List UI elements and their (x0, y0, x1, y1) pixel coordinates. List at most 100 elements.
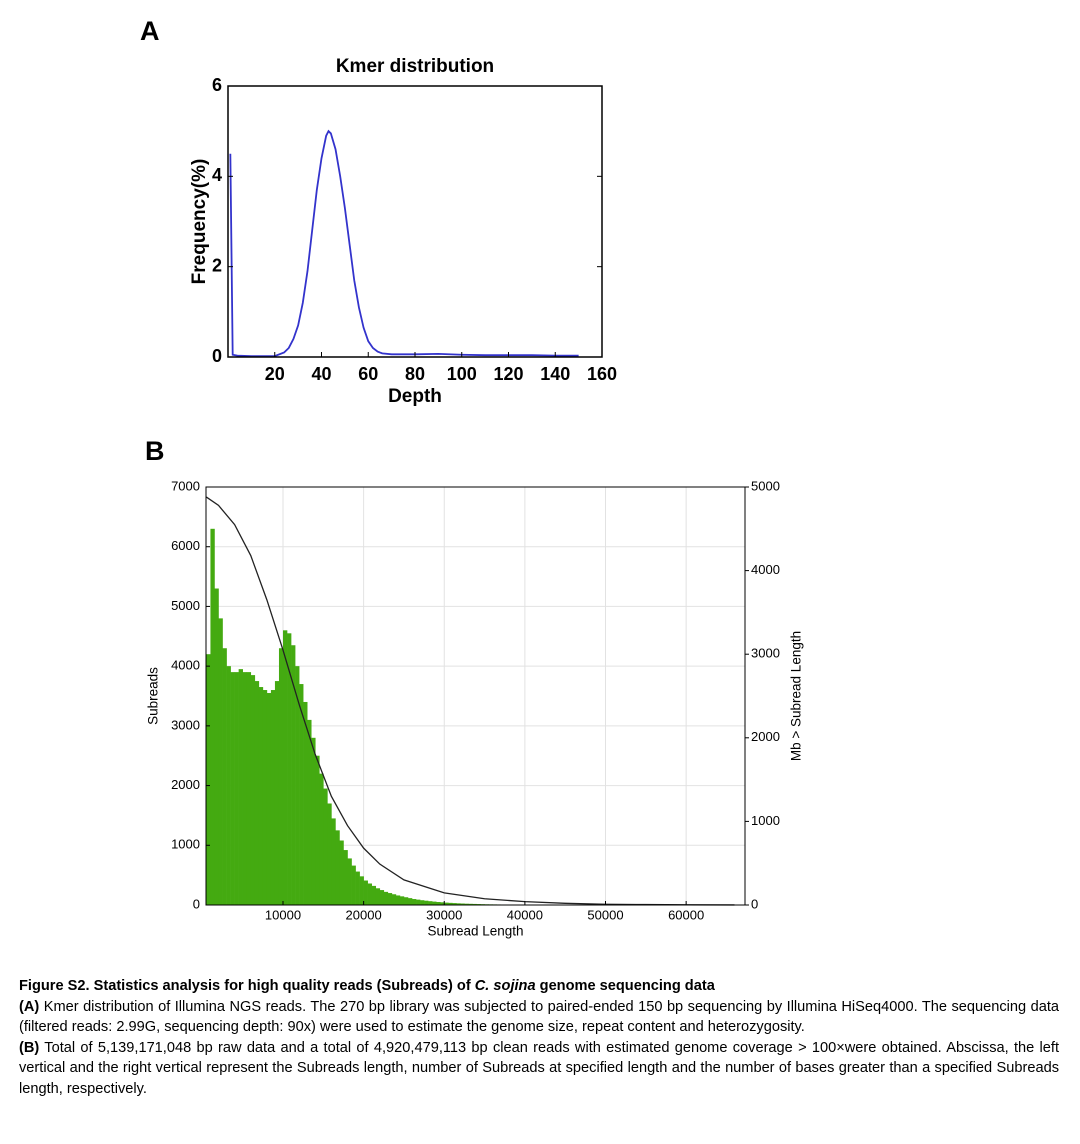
data-line (206, 496, 735, 906)
x-tick-label: 20 (265, 364, 285, 384)
x-tick-label: 140 (540, 364, 570, 384)
y2-tick-label: 2000 (751, 729, 780, 744)
histogram-bar (266, 693, 272, 905)
histogram-bar (367, 883, 372, 905)
histogram-bar (327, 803, 332, 905)
histogram-bar (371, 885, 377, 905)
histogram-bar (355, 871, 360, 905)
histogram-bar (412, 899, 417, 905)
plot-frame (227, 85, 603, 358)
y-tick-label: 4 (212, 165, 222, 185)
histogram-bar (319, 773, 324, 905)
histogram-bar (262, 690, 268, 905)
histogram-bar (456, 903, 461, 905)
y2-tick-label: 4000 (751, 562, 780, 577)
histogram-bar (303, 701, 308, 905)
figure: A Kmer distribution 0 2 4 6 20 40 60 80 100 120 140 1… (140, 16, 804, 939)
histogram-bar (234, 672, 239, 905)
histogram-bar (464, 903, 469, 905)
histogram-bar (287, 633, 292, 905)
x-tick-label: 40000 (507, 907, 543, 922)
histogram-bar (270, 690, 276, 905)
histogram-bar (254, 681, 260, 905)
histogram-bar (391, 894, 397, 905)
plot-frame (205, 486, 746, 906)
y2-tick-label: 1000 (751, 813, 780, 828)
y-tick-label: 7000 (171, 478, 200, 493)
caption-paragraph: (A) Kmer distribution of Illumina NGS re… (19, 997, 1059, 1038)
histogram-bar (206, 654, 211, 905)
y-tick-label: 0 (193, 896, 200, 911)
histogram-bar (460, 903, 465, 905)
histogram-bar (436, 902, 441, 905)
histogram-bar (315, 755, 320, 905)
histogram-bar (420, 900, 425, 905)
caption-label: (B) (19, 1039, 40, 1056)
histogram-bar (242, 672, 248, 905)
histogram-bar (428, 901, 433, 905)
histogram-bar (283, 630, 288, 905)
x-tick-label: 10000 (265, 907, 301, 922)
histogram-bar (468, 903, 473, 905)
histogram-bar (343, 850, 348, 905)
y-tick-label: 2 (212, 255, 222, 275)
histogram-bar (432, 901, 437, 905)
histogram-bar (218, 618, 223, 905)
caption-label: (A) (19, 998, 40, 1015)
histogram-bar (379, 890, 385, 905)
histogram-bar (258, 687, 264, 905)
histogram-bar (399, 896, 405, 905)
x-tick-label: 50000 (587, 907, 623, 922)
caption-title: Figure S2. Statistics analysis for high … (19, 976, 1059, 997)
histogram-bar (291, 645, 296, 905)
caption-text: Kmer distribution of Illumina NGS reads.… (19, 998, 1059, 1036)
y-tick-label: 2000 (171, 777, 200, 792)
y2-tick-label: 3000 (751, 646, 780, 661)
histogram-bar (359, 876, 364, 905)
caption-title-part: Figure S2. Statistics analysis for high … (19, 978, 475, 994)
histogram-bar (444, 902, 449, 905)
x-axis-label: Subread Length (427, 924, 523, 939)
histogram-bar (383, 891, 389, 905)
histogram-bar (278, 648, 284, 905)
caption-title-part: genome sequencing data (535, 978, 715, 994)
caption: Figure S2. Statistics analysis for high … (19, 976, 1059, 1099)
y-tick-label: 6 (212, 75, 222, 95)
histogram-bar (250, 675, 256, 905)
x-tick-label: 100 (447, 364, 477, 384)
histogram-bar (387, 893, 393, 905)
y-tick-label: 1000 (171, 837, 200, 852)
x-tick-label: 160 (587, 364, 617, 384)
x-axis-label: Depth (388, 386, 442, 407)
x-tick-label: 60000 (668, 907, 704, 922)
histogram-bar (403, 897, 409, 905)
y2-tick-label: 5000 (751, 478, 780, 493)
x-tick-label: 80 (405, 364, 425, 384)
histogram-bar (335, 830, 340, 905)
y-tick-label: 0 (212, 346, 222, 366)
histogram-bar (452, 903, 457, 905)
y-axis-label: Subreads (146, 667, 161, 725)
histogram-bar (363, 880, 368, 905)
histogram-bar (307, 719, 312, 905)
histogram-bar (375, 888, 381, 905)
panel-label: B (145, 436, 165, 466)
histogram-bar (311, 737, 316, 905)
histogram-bar (226, 666, 231, 905)
x-tick-label: 120 (493, 364, 523, 384)
histogram-bar (347, 858, 352, 905)
histogram-bar (246, 672, 252, 905)
histogram-bar (222, 648, 227, 905)
histogram-bar (472, 903, 477, 905)
caption-paragraph: (B) Total of 5,139,171,048 bp raw data a… (19, 1038, 1059, 1100)
histogram-bar (295, 666, 300, 905)
y2-tick-label: 0 (751, 896, 758, 911)
histogram-bar (238, 669, 243, 905)
y-tick-label: 6000 (171, 538, 200, 553)
histogram-bar (230, 672, 235, 905)
histogram-bar (331, 818, 336, 905)
chart-title: Kmer distribution (336, 56, 494, 77)
y2-axis-label: Mb > Subread Length (789, 631, 804, 761)
x-tick-label: 40 (311, 364, 331, 384)
y-tick-label: 3000 (171, 717, 200, 732)
